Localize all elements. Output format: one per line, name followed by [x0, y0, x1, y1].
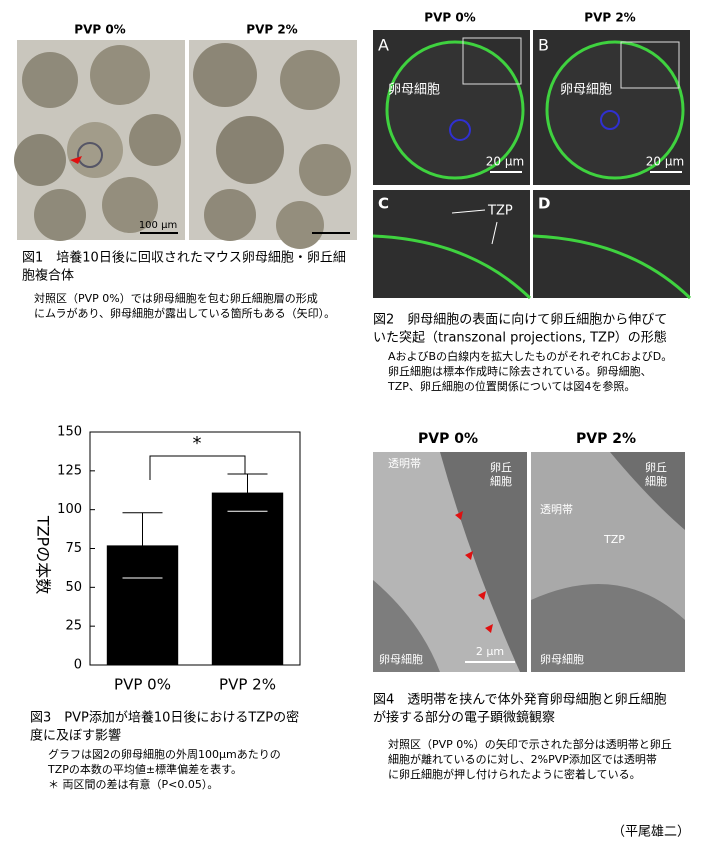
y-tick-label: 50: [65, 580, 82, 595]
caption-line: 図1 培養10日後に回収されたマウス卵母細胞・卵丘細: [22, 250, 346, 266]
scale-bar-label: 2 µm: [476, 645, 504, 658]
column-label: PVP 0%: [424, 11, 475, 25]
caption-line: に卵丘細胞が押し付けられたように密着している。: [388, 767, 641, 781]
caption-line: TZP、卵丘細胞の位置関係については図4を参照。: [387, 379, 635, 393]
significance-mark: *: [193, 433, 202, 454]
column-label: PVP 2%: [576, 431, 636, 447]
caption-line: 細胞が離れているのに対し、2%PVP添加区では透明帯: [388, 752, 657, 766]
structure-label: TZP: [487, 204, 513, 219]
caption-line: が接する部分の電子顕微鏡観察: [373, 710, 555, 726]
bar: [211, 492, 284, 665]
y-tick-label: 0: [74, 658, 82, 673]
panel-label: B: [538, 36, 549, 55]
y-tick-label: 25: [65, 619, 82, 634]
scale-bar-label: 20 µm: [486, 155, 524, 169]
y-tick-label: 75: [65, 541, 82, 556]
structure-label: 卵母細胞: [560, 83, 612, 98]
y-tick-label: 100: [57, 502, 82, 517]
structure-label: 卵母細胞: [379, 653, 423, 666]
caption-line: 対照区（PVP 0%）では卵母細胞を包む卵丘細胞層の形成: [34, 291, 318, 305]
caption-line: 図3 PVP添加が培養10日後におけるTZPの密: [30, 710, 299, 726]
column-label: PVP 2%: [584, 11, 635, 25]
caption-line: AおよびBの白線内を拡大したものがそれぞれCおよびD。: [388, 349, 672, 363]
x-tick-label: PVP 0%: [114, 676, 171, 694]
structure-label: 細胞: [645, 475, 667, 488]
structure-label: 透明帯: [388, 457, 421, 470]
y-tick-label: 150: [57, 425, 82, 440]
column-label: PVP 0%: [74, 23, 125, 37]
caption-line: 対照区（PVP 0%）の矢印で示された部分は透明帯と卵丘: [388, 737, 672, 751]
structure-label: TZP: [603, 533, 625, 546]
caption-line: TZPの本数の平均値±標準偏差を表す。: [47, 762, 242, 776]
structure-label: 卵丘: [490, 461, 512, 474]
x-tick-label: PVP 2%: [219, 676, 276, 694]
structure-label: 細胞: [490, 475, 512, 488]
scale-bar-label: 20 µm: [646, 155, 684, 169]
caption-line: 図4 透明帯を挟んで体外発育卵母細胞と卵丘細胞: [373, 692, 667, 708]
y-tick-label: 125: [57, 463, 82, 478]
structure-label: 卵母細胞: [540, 653, 584, 666]
caption-line: 胞複合体: [22, 268, 74, 284]
scale-bar-label: 100 µm: [139, 220, 177, 231]
micrograph: [14, 40, 357, 249]
author: （平尾雄二）: [612, 825, 690, 840]
caption-line: グラフは図2の卵母細胞の外周100µmあたりの: [48, 747, 281, 761]
caption-line: ＊ 両区間の差は有意（P<0.05）。: [48, 777, 218, 791]
y-axis-label: TZPの本数: [34, 515, 53, 594]
caption-line: にムラがあり、卵母細胞が露出している箇所もある（矢印）。: [34, 306, 335, 320]
caption-line: 卵丘細胞は標本作成時に除去されている。卵母細胞、: [388, 364, 652, 378]
caption-line: 度に及ぼす影響: [30, 728, 121, 744]
micrograph: [372, 30, 692, 300]
caption-line: 図2 卵母細胞の表面に向けて卵丘細胞から伸びて: [373, 312, 667, 328]
structure-label: 卵丘: [645, 461, 667, 474]
structure-label: 透明帯: [540, 503, 573, 516]
panel-label: C: [378, 195, 389, 213]
panel-label: A: [378, 36, 389, 55]
structure-label: 卵母細胞: [388, 83, 440, 98]
column-label: PVP 0%: [418, 431, 478, 447]
panel-label: D: [538, 195, 550, 213]
significance-bracket: [149, 455, 246, 480]
column-label: PVP 2%: [246, 23, 297, 37]
caption-line: いた突起（transzonal projections, TZP）の形態: [373, 330, 667, 346]
micrograph: [373, 452, 685, 672]
